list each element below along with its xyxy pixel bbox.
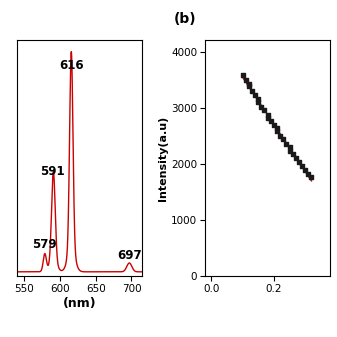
Point: [293, 156, 299, 161]
Y-axis label: Intensity(a.u): Intensity(a.u): [158, 116, 168, 201]
Point: [252, 93, 258, 98]
Point: [287, 145, 292, 150]
Point: [303, 167, 308, 172]
Point: [274, 125, 280, 131]
Text: (b): (b): [174, 12, 196, 26]
Text: 697: 697: [117, 249, 142, 262]
Point: [246, 84, 251, 89]
X-axis label: (nm): (nm): [63, 297, 96, 310]
Point: [268, 119, 273, 124]
Point: [274, 129, 280, 134]
Point: [265, 115, 270, 121]
Point: [246, 82, 251, 87]
Point: [287, 148, 292, 153]
Text: 591: 591: [40, 165, 65, 178]
Point: [249, 88, 255, 94]
Point: [271, 122, 277, 127]
Point: [258, 104, 264, 110]
Point: [284, 141, 289, 147]
Point: [243, 77, 248, 83]
Point: [296, 159, 302, 164]
Point: [277, 133, 283, 139]
Text: 616: 616: [59, 59, 84, 72]
Point: [290, 151, 295, 157]
Point: [255, 99, 261, 105]
Text: 579: 579: [32, 238, 56, 251]
Point: [255, 97, 261, 102]
Point: [265, 112, 270, 117]
Point: [299, 163, 305, 169]
Point: [240, 72, 245, 78]
Point: [262, 108, 267, 113]
Point: [281, 136, 286, 142]
Point: [309, 175, 314, 180]
Point: [306, 172, 311, 177]
